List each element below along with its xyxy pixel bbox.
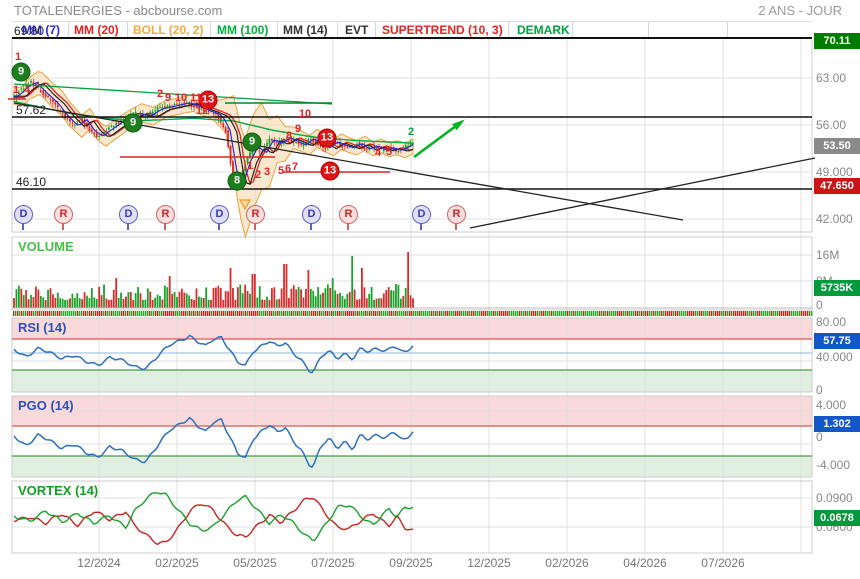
demark-count-red: 9 xyxy=(164,92,172,104)
toolbar-item-supertrend-10-3[interactable]: SUPERTREND (10, 3) xyxy=(382,23,503,37)
demark-count-red: 2 xyxy=(156,88,164,100)
demark-count-badge-green: 9 xyxy=(123,113,143,133)
toolbar-separator xyxy=(277,22,278,39)
dividend-event-marker[interactable]: D xyxy=(412,205,431,230)
rsi-value-badge: 57.75 xyxy=(814,333,860,349)
price-axis-label: 42.000 xyxy=(816,212,853,226)
price-value-badge: 70.11 xyxy=(814,33,860,49)
rsi-axis-label: 40.000 xyxy=(816,350,853,364)
volume-axis-label: 0 xyxy=(816,298,823,312)
dividend-event-marker[interactable]: D xyxy=(210,205,229,230)
pgo-axis-label: 0 xyxy=(816,430,823,444)
toolbar-item-boll-20-2[interactable]: BOLL (20, 2) xyxy=(133,23,204,37)
toolbar-item-mm-7[interactable]: MM (7) xyxy=(22,23,60,37)
demark-count-red: 6 xyxy=(284,163,292,175)
price-axis-label: 49.000 xyxy=(816,165,853,179)
demark-count-badge-red: 13 xyxy=(317,128,337,148)
demark-count-red: 1 xyxy=(14,51,22,63)
price-value-badge: 47.650 xyxy=(814,178,860,194)
volume-value-badge: 5735K xyxy=(814,280,860,296)
toolbar-separator xyxy=(375,22,376,39)
toolbar-item-mm-14[interactable]: MM (14) xyxy=(283,23,328,37)
vortex-axis-label: 0.0900 xyxy=(816,491,853,505)
demark-count-green: 2 xyxy=(407,126,415,138)
demark-count-red: 5 xyxy=(277,165,285,177)
toolbar-separator xyxy=(210,22,211,39)
demark-count-red: 10 xyxy=(174,92,188,104)
demark-count-red: 3 xyxy=(263,166,271,178)
results-event-marker[interactable]: R xyxy=(246,205,265,230)
demark-count-badge-green: 9 xyxy=(11,62,31,82)
price-level-label: 46.10 xyxy=(16,175,47,189)
toolbar-item-mm-20[interactable]: MM (20) xyxy=(74,23,119,37)
toolbar-separator xyxy=(337,22,338,39)
demark-count-red: 10 xyxy=(298,108,312,120)
toolbar-separator xyxy=(727,22,728,39)
price-axis-label: 56.00 xyxy=(816,118,847,132)
indicator-toolbar: MM (7) MM (20) BOLL (20, 2) MM (100) MM (14)… xyxy=(12,21,812,39)
toolbar-item-demark[interactable]: DEMARK xyxy=(517,23,570,37)
rsi-axis-label: 80.00 xyxy=(816,315,847,329)
vortex-value-badge: 0.0678 xyxy=(814,510,860,526)
demark-count-red: 9 xyxy=(294,123,302,135)
toolbar-item-evt[interactable]: EVT xyxy=(345,23,369,37)
demark-count-badge-red: 13 xyxy=(320,161,340,181)
date-axis-label: 02/2026 xyxy=(545,556,589,570)
demark-count-red: 1 xyxy=(12,84,20,96)
date-axis-label: 04/2026 xyxy=(623,556,667,570)
price-level-label: 57.62 xyxy=(16,103,47,117)
toolbar-item-mm-100[interactable]: MM (100) xyxy=(217,23,269,37)
results-event-marker[interactable]: R xyxy=(156,205,175,230)
demark-count-badge-red: 13 xyxy=(198,90,218,110)
toolbar-separator xyxy=(648,22,649,39)
rsi-panel-title: RSI (14) xyxy=(18,320,67,335)
pgo-panel-title: PGO (14) xyxy=(18,398,74,413)
dividend-event-marker[interactable]: D xyxy=(14,205,33,230)
demark-count-badge-green: 8 xyxy=(227,171,247,191)
date-axis-label: 09/2025 xyxy=(389,556,433,570)
demark-count-red: 5 xyxy=(385,146,393,158)
toolbar-separator xyxy=(508,22,509,39)
page-title: TOTALENERGIES - abcbourse.com xyxy=(14,3,223,18)
demark-count-red: 4 xyxy=(374,147,382,159)
vortex-panel-title: VORTEX (14) xyxy=(18,483,99,498)
date-axis-label: 05/2025 xyxy=(233,556,277,570)
demark-count-red: 12 xyxy=(195,105,209,117)
demark-count-badge-green: 9 xyxy=(242,132,262,152)
results-event-marker[interactable]: R xyxy=(339,205,358,230)
demark-count-red: 1 xyxy=(246,160,254,172)
demark-count-red: 2 xyxy=(254,169,262,181)
dividend-event-marker[interactable]: D xyxy=(302,205,321,230)
volume-axis-label: 16M xyxy=(816,248,840,262)
pgo-axis-label: -4.000 xyxy=(816,458,851,472)
date-axis-label: 07/2026 xyxy=(701,556,745,570)
rsi-axis-label: 0 xyxy=(816,383,823,397)
dividend-event-marker[interactable]: D xyxy=(119,205,138,230)
toolbar-separator xyxy=(572,22,573,39)
date-axis-label: 12/2025 xyxy=(467,556,511,570)
pgo-axis-label: 4.000 xyxy=(816,398,847,412)
demark-count-red: 8 xyxy=(285,130,293,142)
pgo-value-badge: 1.302 xyxy=(814,416,860,432)
date-axis-label: 07/2025 xyxy=(311,556,355,570)
price-level-label: 69.80 xyxy=(14,24,45,38)
volume-panel-title: VOLUME xyxy=(18,239,74,254)
results-event-marker[interactable]: R xyxy=(54,205,73,230)
results-event-marker[interactable]: R xyxy=(447,205,466,230)
toolbar-separator xyxy=(68,22,69,39)
demark-count-red: 11 xyxy=(190,92,202,104)
price-value-badge: 53.50 xyxy=(814,138,860,154)
demark-count-red: 4 xyxy=(23,84,31,96)
date-axis-label: 02/2025 xyxy=(155,556,199,570)
price-axis-label: 63.00 xyxy=(816,71,847,85)
timeframe-label: 2 ANS - JOUR xyxy=(758,3,842,18)
date-axis-label: 12/2024 xyxy=(77,556,121,570)
demark-count-red: 7 xyxy=(291,161,299,173)
toolbar-separator xyxy=(127,22,128,39)
